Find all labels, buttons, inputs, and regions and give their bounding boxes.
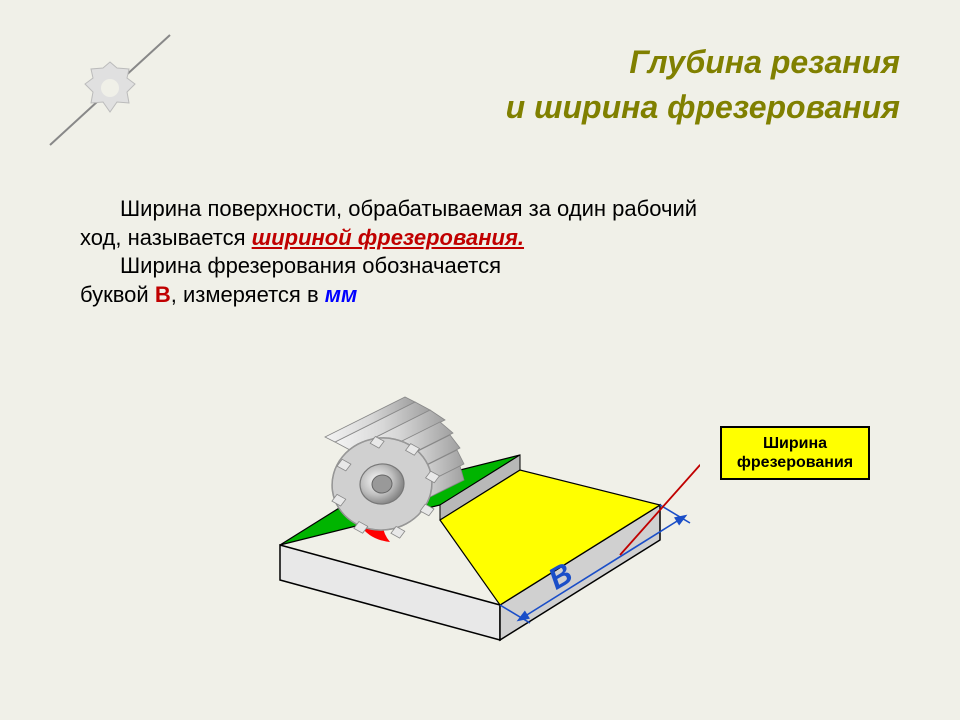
callout-line1: Ширина [736,434,854,453]
body-p3b: , измеряется в [171,282,325,307]
body-p2: Ширина фрезерования обозначается [120,253,501,278]
milling-diagram [260,370,700,670]
logo-gear-icon [45,30,175,150]
unit-mm: мм [325,282,358,307]
callout-width-of-milling: Ширина фрезерования [720,426,870,480]
page-title: Глубина резания и ширина фрезерования [200,40,900,130]
callout-line2: фрезерования [736,453,854,472]
body-p1b: ход, называется [80,225,252,250]
body-text: Ширина поверхности, обрабатываемая за од… [80,195,840,309]
title-line-1: Глубина резания [200,40,900,85]
term-milling-width: шириной фрезерования. [252,225,524,250]
body-p1a: Ширина поверхности, обрабатываемая за од… [120,196,697,221]
body-p3a: буквой [80,282,155,307]
letter-b: В [155,282,171,307]
title-line-2: и ширина фрезерования [200,85,900,130]
